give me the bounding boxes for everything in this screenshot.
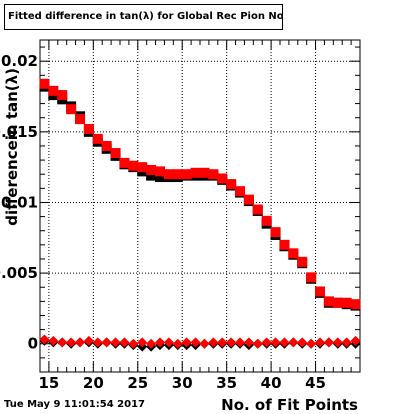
data-point <box>243 337 254 348</box>
data-point <box>119 337 130 348</box>
data-point <box>315 286 325 297</box>
data-point <box>146 164 157 175</box>
data-point <box>190 167 201 178</box>
data-point <box>92 337 103 348</box>
data-point <box>279 239 290 250</box>
data-point <box>155 337 165 348</box>
data-point <box>252 204 263 215</box>
grid-lines <box>40 40 360 372</box>
data-point <box>172 169 183 180</box>
data-point <box>137 337 148 348</box>
data-point <box>83 335 94 346</box>
x-tick-label: 15 <box>38 374 59 392</box>
data-point <box>137 162 148 173</box>
data-point <box>181 169 192 180</box>
data-point <box>146 338 157 349</box>
x-axis-label: No. of Fit Points <box>221 396 358 414</box>
data-point <box>39 78 50 89</box>
data-point <box>235 337 245 348</box>
x-tick-label: 25 <box>127 374 148 392</box>
timestamp: Tue May 9 11:01:54 2017 <box>4 399 145 410</box>
data-point <box>146 170 157 181</box>
data-point <box>306 272 317 283</box>
data-point <box>110 337 121 348</box>
data-point <box>208 169 219 180</box>
data-point <box>181 337 192 348</box>
y-tick-label: 0.015 <box>0 123 38 141</box>
data-point <box>323 337 334 348</box>
data-point <box>199 338 210 349</box>
data-point <box>261 215 272 226</box>
data-markers <box>39 78 361 352</box>
data-point <box>83 124 94 135</box>
x-tick-labels: 15 20 25 30 35 40 45 <box>38 374 326 392</box>
data-point <box>48 85 59 96</box>
y-tick-label: 0.005 <box>0 264 38 282</box>
x-tick-label: 45 <box>305 374 326 392</box>
data-point <box>155 166 165 177</box>
data-point <box>208 337 219 348</box>
data-point <box>306 338 317 349</box>
data-point <box>279 337 290 348</box>
data-point <box>66 104 77 115</box>
y-tick-label: 0 <box>28 335 38 353</box>
y-tick-labels: 0 0.005 0.01 0.015 0.02 <box>0 52 38 353</box>
data-point <box>297 256 308 267</box>
data-point <box>252 338 263 349</box>
data-point <box>48 335 59 346</box>
y-tick-label: 0.02 <box>1 52 38 70</box>
data-point <box>39 334 50 345</box>
data-point <box>297 337 308 348</box>
data-point <box>341 297 352 308</box>
data-point <box>288 337 299 348</box>
data-point <box>66 337 77 348</box>
data-point <box>315 337 325 348</box>
data-point <box>217 173 228 184</box>
y-axis-label: differencein tan(λ) <box>3 68 21 226</box>
data-point <box>270 337 281 348</box>
data-point <box>341 337 352 348</box>
data-point <box>235 186 245 197</box>
data-point <box>288 248 299 259</box>
chart-title: Fitted difference in tan(λ) for Global R… <box>4 4 283 30</box>
data-point <box>350 299 361 310</box>
data-point <box>155 172 165 183</box>
data-point <box>163 169 174 180</box>
y-tick-label: 0.01 <box>1 193 38 211</box>
data-point <box>57 337 68 348</box>
data-point <box>75 114 85 125</box>
data-point <box>110 148 121 159</box>
data-point <box>261 337 272 348</box>
data-point <box>226 179 237 190</box>
data-point <box>101 337 112 348</box>
data-point <box>270 227 281 238</box>
x-tick-label: 35 <box>216 374 237 392</box>
data-point <box>128 338 139 349</box>
plot-frame <box>39 39 361 373</box>
data-point <box>101 140 112 151</box>
data-point <box>332 297 343 308</box>
x-tick-label: 30 <box>172 374 193 392</box>
data-point <box>92 133 103 144</box>
data-point <box>217 337 228 348</box>
data-point <box>323 296 334 307</box>
data-point <box>226 337 237 348</box>
x-tick-label: 20 <box>83 374 104 392</box>
data-point <box>332 337 343 348</box>
data-point <box>172 338 183 349</box>
data-point <box>199 167 210 178</box>
data-point <box>163 337 174 348</box>
data-point <box>350 335 361 346</box>
data-point <box>57 90 68 101</box>
x-tick-label: 40 <box>261 374 282 392</box>
data-point <box>75 337 85 348</box>
data-point <box>128 160 139 171</box>
data-point <box>119 157 130 168</box>
data-point <box>190 337 201 348</box>
data-point <box>243 194 254 205</box>
